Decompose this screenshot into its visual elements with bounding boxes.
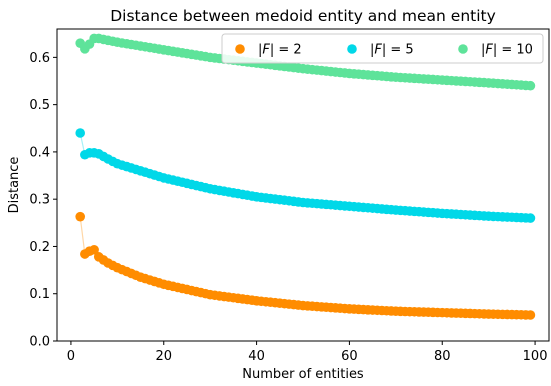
- legend-marker: [347, 44, 357, 54]
- data-point: [75, 211, 86, 222]
- series-3: [75, 33, 536, 91]
- y-tick-label: 0.6: [29, 51, 50, 66]
- legend-label: |F| = 5: [370, 43, 414, 58]
- legend-box: [221, 33, 544, 64]
- chart-title: Distance between medoid entity and mean …: [110, 7, 496, 25]
- y-tick-label: 0.5: [29, 98, 50, 113]
- x-tick-label: 60: [341, 349, 358, 364]
- series-2: [75, 128, 536, 223]
- y-tick-label: 0.1: [29, 287, 50, 302]
- legend-marker: [235, 44, 245, 54]
- x-tick-label: 100: [523, 349, 548, 364]
- x-tick-label: 40: [248, 349, 265, 364]
- x-tick-label: 80: [434, 349, 451, 364]
- y-tick-label: 0.2: [29, 240, 50, 255]
- legend-entry: |F| = 10: [458, 43, 533, 58]
- data-point: [525, 213, 536, 223]
- y-tick-label: 0.0: [29, 335, 50, 350]
- legend: |F| = 2 |F| = 5 |F| = 10: [221, 33, 544, 64]
- legend-entry: |F| = 2: [235, 43, 302, 58]
- series-1: [75, 211, 536, 320]
- data-point: [525, 80, 536, 91]
- data-point: [75, 128, 86, 138]
- axes-frame: [56, 28, 550, 342]
- legend-marker: [458, 44, 468, 54]
- data-point: [525, 310, 536, 320]
- legend-entry: |F| = 5: [347, 43, 414, 58]
- y-axis-label: Distance: [7, 157, 22, 214]
- axis-ticks: 0 20 40 60 80 100 0.0 0.1 0.2 0.3 0.4 0.5 0.6: [29, 51, 547, 364]
- data-point: [89, 244, 99, 255]
- plot-area: [75, 33, 536, 320]
- y-tick-label: 0.4: [29, 145, 50, 160]
- legend-label: |F| = 2: [258, 43, 302, 58]
- series-line: [79, 216, 531, 316]
- legend-label: |F| = 10: [481, 43, 533, 58]
- x-axis-label: Number of entities: [242, 367, 364, 382]
- x-tick-label: 0: [67, 349, 75, 364]
- y-tick-label: 0.3: [29, 193, 50, 208]
- x-tick-label: 20: [155, 349, 172, 364]
